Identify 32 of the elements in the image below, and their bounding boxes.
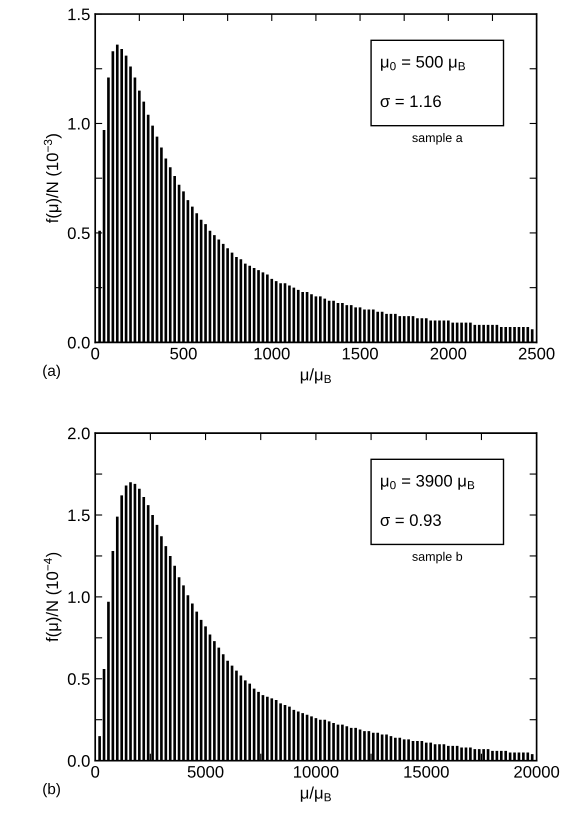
y-axis-title: f(μ)/N (10$^{−3}$) <box>44 134 62 224</box>
y-tick-label: 1.5 <box>68 8 90 20</box>
y-axis-title: f(μ)/N (10$^{−4}$) <box>44 552 62 642</box>
x-tick-label: 10000 <box>294 766 338 778</box>
y-tick-label: 0.0 <box>68 755 90 767</box>
x-axis-title: μ/μ$_{B}$ <box>300 786 331 802</box>
annotation: sample b <box>412 552 462 564</box>
annotation: μ$_{0}$ = 3900 μ$_{B}$ <box>381 474 474 490</box>
text: (b) <box>43 783 60 798</box>
x-tick-label: 0 <box>91 766 100 778</box>
x-tick-label: 20000 <box>514 766 560 778</box>
annotation: μ$_{0}$ = 500 μ$_{B}$ <box>381 56 465 71</box>
x-tick-label: 2500 <box>518 348 554 360</box>
x-axis-title: μ/μ$_{B}$ <box>300 368 331 384</box>
y-tick-label: 2.0 <box>68 428 90 440</box>
text: (a) <box>43 364 60 380</box>
x-tick-label: 500 <box>170 348 197 360</box>
y-tick-label: 0.5 <box>68 227 90 240</box>
x-tick-label: 15000 <box>404 766 449 778</box>
x-tick-label: 2000 <box>430 348 466 360</box>
y-tick-label: 1.0 <box>68 118 90 130</box>
x-tick-label: 1000 <box>254 348 290 360</box>
x-tick-label: 0 <box>91 348 100 360</box>
y-tick-label: 0.5 <box>68 673 90 685</box>
x-tick-label: 1500 <box>342 348 378 360</box>
y-tick-label: 0.0 <box>68 336 90 349</box>
annotation: σ = 0.93 <box>380 514 441 526</box>
y-tick-label: 1.0 <box>68 591 90 604</box>
x-tick-label: 5000 <box>188 766 224 778</box>
annotation: σ = 1.16 <box>380 95 441 108</box>
annotation: sample a <box>412 132 463 145</box>
y-tick-label: 1.5 <box>68 510 90 522</box>
